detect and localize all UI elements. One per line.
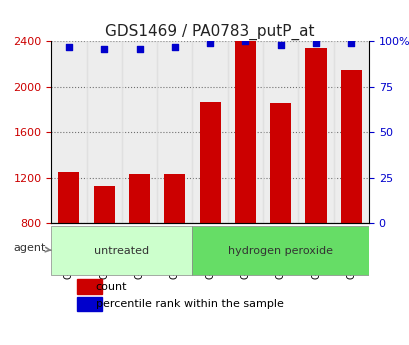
Point bbox=[312, 40, 319, 46]
Point bbox=[101, 46, 107, 51]
Text: count: count bbox=[96, 282, 127, 292]
FancyBboxPatch shape bbox=[192, 226, 368, 275]
Bar bbox=[157, 41, 192, 223]
Bar bbox=[227, 41, 263, 223]
Title: GDS1469 / PA0783_putP_at: GDS1469 / PA0783_putP_at bbox=[105, 24, 314, 40]
Bar bbox=[340, 70, 361, 223]
Point bbox=[347, 40, 354, 46]
Bar bbox=[164, 175, 185, 223]
Bar bbox=[76, 297, 102, 312]
Text: hydrogen peroxide: hydrogen peroxide bbox=[228, 246, 333, 256]
Bar bbox=[128, 174, 150, 223]
Bar bbox=[51, 41, 86, 223]
Bar bbox=[234, 40, 255, 223]
Bar bbox=[333, 41, 368, 223]
Point bbox=[277, 42, 283, 48]
Point bbox=[171, 44, 178, 50]
Bar bbox=[93, 186, 115, 223]
Bar bbox=[76, 279, 102, 294]
Point bbox=[207, 40, 213, 46]
Bar bbox=[58, 171, 79, 223]
Point bbox=[242, 39, 248, 44]
Bar bbox=[192, 41, 227, 223]
Text: untreated: untreated bbox=[94, 246, 149, 256]
Text: agent: agent bbox=[13, 243, 51, 253]
Text: percentile rank within the sample: percentile rank within the sample bbox=[96, 299, 283, 309]
Bar bbox=[270, 103, 291, 223]
Point bbox=[65, 44, 72, 50]
Point bbox=[136, 46, 142, 51]
Bar bbox=[305, 48, 326, 223]
Bar bbox=[86, 41, 121, 223]
Bar bbox=[199, 102, 220, 223]
Bar bbox=[263, 41, 298, 223]
Bar bbox=[298, 41, 333, 223]
Bar bbox=[121, 41, 157, 223]
FancyBboxPatch shape bbox=[51, 226, 192, 275]
